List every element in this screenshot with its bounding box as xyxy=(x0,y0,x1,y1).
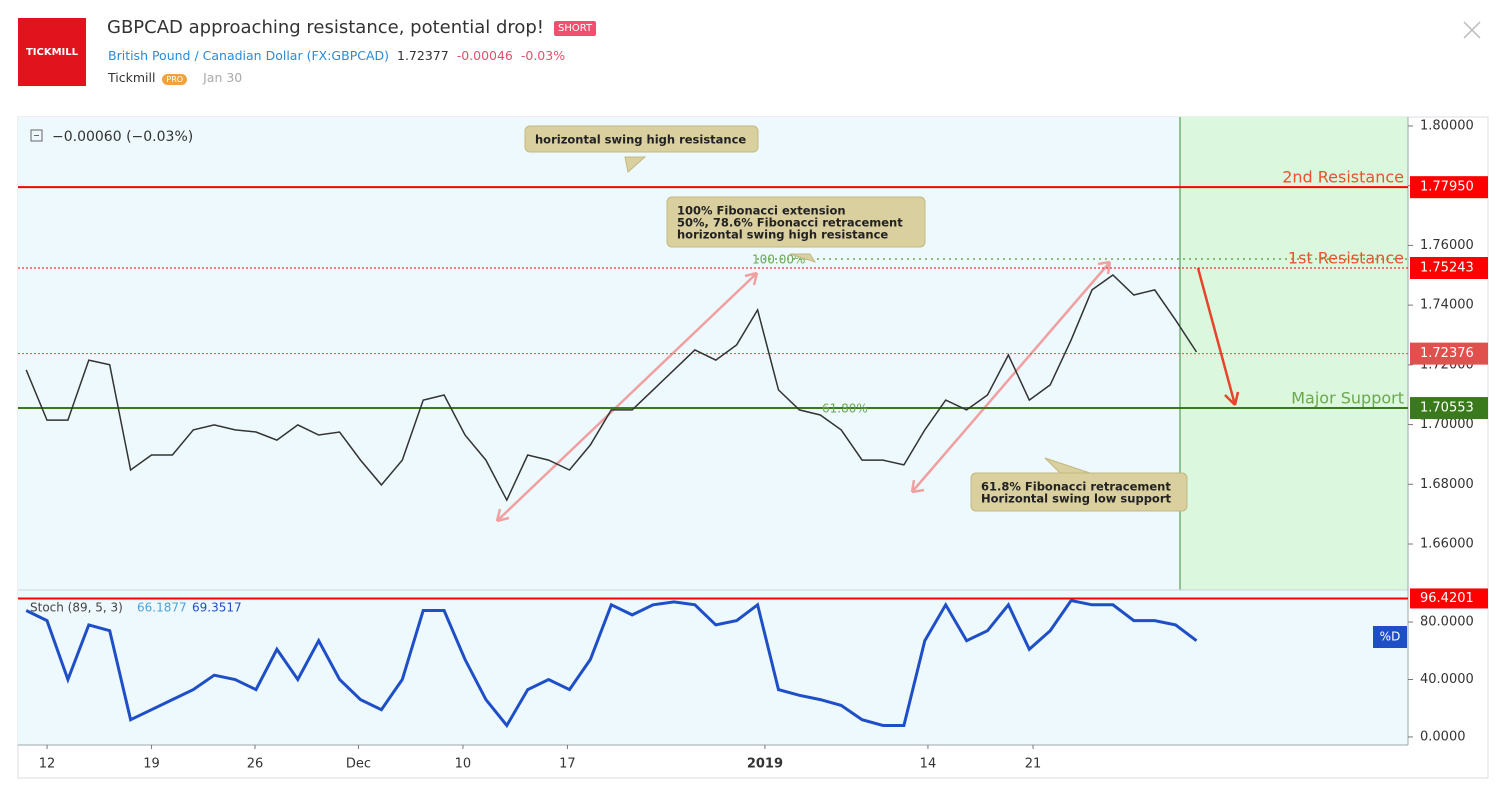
level-tag xyxy=(1410,397,1488,420)
x-tick-label: 26 xyxy=(247,757,264,772)
callout-text: 100% Fibonacci extension xyxy=(677,204,846,218)
indicator-reading: 69.3517 xyxy=(192,601,242,615)
level-tag xyxy=(1410,342,1488,365)
x-tick-label: 17 xyxy=(559,757,576,772)
change-pct: -0.03% xyxy=(520,48,566,63)
series-line xyxy=(25,274,1198,502)
callout-text: 50%, 78.6% Fibonacci retracement xyxy=(677,216,903,230)
collapse-icon[interactable] xyxy=(30,129,43,142)
callout-text: horizontal swing high resistance xyxy=(677,228,888,242)
y-tick-label: 1.80000 xyxy=(1420,118,1474,133)
callout-pointer xyxy=(624,156,647,173)
level-name: 1st Resistance xyxy=(1288,249,1404,268)
series-name: %D xyxy=(1380,630,1401,644)
series-tag xyxy=(1373,626,1407,648)
indicator-title: Stoch (89, 5, 3) xyxy=(30,601,123,615)
callout xyxy=(970,472,1188,512)
level-label: 96.4201 xyxy=(1420,591,1474,606)
y-tick-label: 1.66000 xyxy=(1420,537,1474,552)
level-tag xyxy=(1410,588,1488,609)
close-button[interactable] xyxy=(1462,20,1482,40)
symbol-code[interactable]: (FX:GBPCAD) xyxy=(306,48,390,63)
level-tag xyxy=(1410,176,1488,199)
projection-arrow xyxy=(1196,267,1240,406)
y-tick-label: 0.0000 xyxy=(1420,729,1466,744)
level-label: 1.75243 xyxy=(1420,261,1474,276)
legend-text: −0.00060 (−0.03%) xyxy=(52,129,193,145)
fib-label: 61.80% xyxy=(822,402,868,416)
level-name: 2nd Resistance xyxy=(1282,168,1404,187)
callout xyxy=(524,125,759,153)
x-tick-label: 21 xyxy=(1025,757,1042,772)
author-badge: PRO xyxy=(162,74,188,85)
series-line xyxy=(25,598,1198,729)
x-tick-label: 12 xyxy=(39,757,56,772)
y-tick-label: 1.74000 xyxy=(1420,298,1474,313)
level-label: 1.72376 xyxy=(1420,346,1474,361)
callout xyxy=(666,196,926,248)
change: -0.00046 xyxy=(456,48,513,63)
trend-arrows xyxy=(495,260,1112,523)
x-tick-label: 14 xyxy=(920,757,937,772)
indicator-reading: 66.1877 xyxy=(137,601,187,615)
y-tick-label: 1.70000 xyxy=(1420,417,1474,432)
author[interactable]: Tickmill xyxy=(108,70,156,85)
symbol-line: British Pound / Canadian Dollar (FX:GBPC… xyxy=(108,48,565,63)
title: GBPCAD approaching resistance, potential… xyxy=(107,17,545,38)
level-label: 1.77950 xyxy=(1420,180,1474,195)
y-tick-label: 40.0000 xyxy=(1420,672,1474,687)
author-line: Tickmill PRO Jan 30 xyxy=(108,70,242,85)
level-name: Major Support xyxy=(1291,389,1404,408)
level-tag xyxy=(1410,257,1488,280)
price: 1.72377 xyxy=(397,48,449,63)
callout-text: 61.8% Fibonacci retracement xyxy=(981,480,1171,494)
level-label: 1.70553 xyxy=(1420,401,1474,416)
callout-text: Horizontal swing low support xyxy=(981,492,1171,506)
y-tick-label: 1.76000 xyxy=(1420,238,1474,253)
x-tick-label: Dec xyxy=(346,757,371,772)
callout-pointer xyxy=(789,253,817,263)
symbol-name[interactable]: British Pound / Canadian Dollar xyxy=(108,48,303,63)
y-tick-label: 80.0000 xyxy=(1420,615,1474,630)
date: Jan 30 xyxy=(203,70,243,85)
fib-label: 100.00% xyxy=(752,253,805,267)
x-tick-label: 10 xyxy=(455,757,472,772)
x-tick-label: 2019 xyxy=(747,757,783,772)
x-tick-label: 19 xyxy=(143,757,160,772)
callout-text: horizontal swing high resistance xyxy=(535,133,746,147)
y-tick-label: 1.68000 xyxy=(1420,477,1474,492)
logo: TICKMILL xyxy=(18,18,86,86)
badge: SHORT xyxy=(554,21,597,36)
